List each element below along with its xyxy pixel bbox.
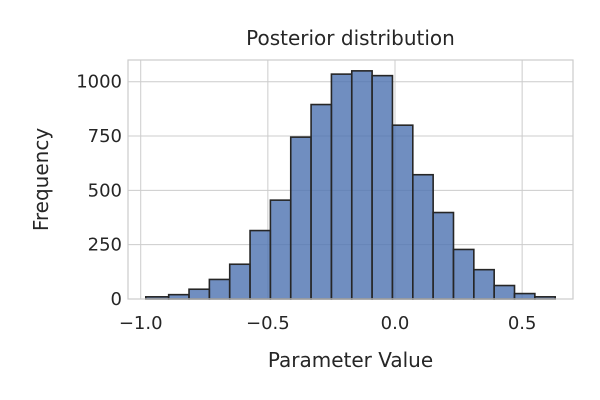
x-axis-ticks: −1.0 −0.5 0.0 0.5 xyxy=(119,313,537,334)
x-tick-label: 0.0 xyxy=(381,313,410,334)
histogram-bar xyxy=(493,284,516,300)
y-tick-label: 750 xyxy=(88,126,122,147)
histogram-bar xyxy=(330,73,353,300)
x-tick-label: −0.5 xyxy=(246,313,290,334)
x-axis-label: Parameter Value xyxy=(268,348,433,372)
histogram-bar xyxy=(371,74,394,300)
histogram-bar xyxy=(452,248,475,300)
y-axis-ticks: 0 250 500 750 1000 xyxy=(76,72,122,310)
chart-title: Posterior distribution xyxy=(246,26,455,50)
y-tick-label: 1000 xyxy=(76,72,122,93)
histogram-bar xyxy=(208,278,231,300)
plot-frame xyxy=(127,59,574,300)
histogram-bar xyxy=(350,70,373,300)
histogram-bar xyxy=(432,211,455,300)
histogram-bar xyxy=(228,263,251,300)
y-tick-label: 250 xyxy=(88,235,122,256)
x-tick-label: 0.5 xyxy=(508,313,537,334)
histogram-bar xyxy=(513,292,536,300)
histogram-bar xyxy=(188,288,211,300)
histogram-bar xyxy=(269,199,292,300)
histogram-bar xyxy=(289,136,312,300)
histogram-bar xyxy=(167,293,190,300)
histogram-bar xyxy=(249,229,272,300)
histogram-bar xyxy=(391,124,414,300)
y-axis-label: Frequency xyxy=(29,128,53,231)
histogram-bar xyxy=(310,103,333,300)
y-tick-label: 500 xyxy=(88,180,122,201)
histogram-bars xyxy=(145,70,556,300)
histogram-bar xyxy=(411,173,434,300)
x-tick-label: −1.0 xyxy=(119,313,163,334)
y-tick-label: 0 xyxy=(111,289,122,310)
histogram-bar xyxy=(473,268,495,300)
